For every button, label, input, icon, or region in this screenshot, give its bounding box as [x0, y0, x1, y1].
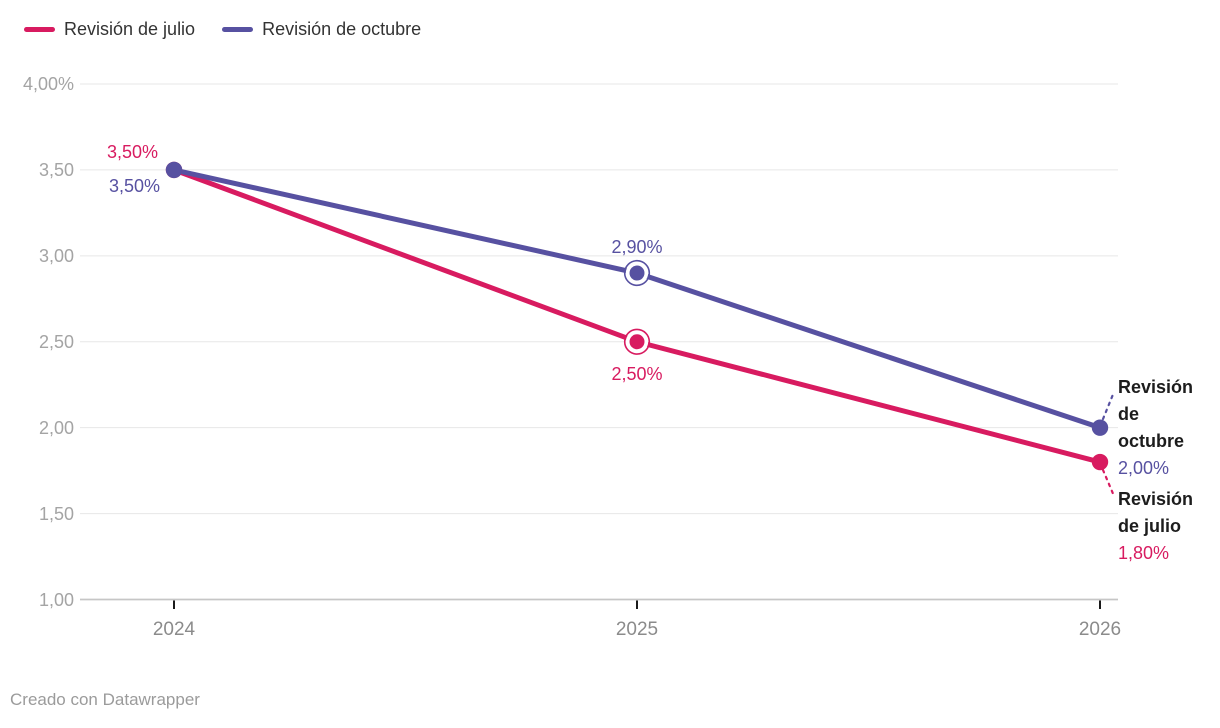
marker-ring: [623, 328, 651, 355]
legend-item[interactable]: Revisión de octubre: [222, 19, 421, 40]
y-axis-label: 1,00: [38, 589, 74, 610]
y-axis-label: 3,00: [38, 245, 74, 266]
data-point[interactable]: [1091, 419, 1109, 436]
series-line-0: [171, 167, 1103, 465]
point-value-label: 3,50%: [108, 175, 160, 196]
end-label-block: Revisión de octubre 2,00%: [1118, 374, 1198, 482]
y-axis-label: 1,50: [38, 503, 74, 524]
end-label-block: Revisión de julio 1,80%: [1118, 486, 1198, 567]
point-value-label: 3,50%: [106, 141, 158, 162]
series-line-1: [171, 167, 1103, 431]
legend-swatch: [24, 27, 55, 32]
attribution-text: Creado con Datawrapper: [10, 690, 200, 709]
y-axis-label: 2,00: [38, 417, 74, 438]
legend-item[interactable]: Revisión de julio: [24, 19, 195, 40]
y-axis-label: 3,50: [38, 159, 74, 180]
legend: Revisión de julio Revisión de octubre: [24, 19, 421, 40]
end-label-series-name: Revisión de octubre: [1118, 377, 1194, 451]
data-point[interactable]: [629, 265, 645, 281]
legend-label: Revisión de octubre: [262, 19, 422, 39]
end-label-leader-line: [1101, 390, 1116, 421]
data-point[interactable]: [629, 334, 645, 350]
marker-ring: [623, 259, 651, 287]
data-point[interactable]: [165, 161, 183, 179]
x-axis-label: 2024: [152, 619, 196, 640]
point-value-label: 2,90%: [611, 237, 663, 258]
y-axis-label: 2,50: [38, 331, 74, 352]
end-label-value: 1,80%: [1118, 543, 1170, 563]
line-chart-canvas: [80, 83, 1118, 609]
x-axis-label: 2025: [615, 619, 659, 640]
point-value-label: 2,50%: [611, 363, 663, 384]
x-axis-label: 2026: [1078, 619, 1122, 640]
legend-label: Revisión de julio: [64, 19, 196, 39]
y-axis-label: 4,00%: [22, 74, 74, 94]
data-point[interactable]: [1091, 453, 1109, 471]
legend-swatch: [222, 27, 254, 32]
end-label-value: 2,00%: [1118, 458, 1170, 478]
end-label-series-name: Revisión de julio: [1118, 489, 1194, 536]
end-label-leader-line: [1101, 468, 1116, 498]
